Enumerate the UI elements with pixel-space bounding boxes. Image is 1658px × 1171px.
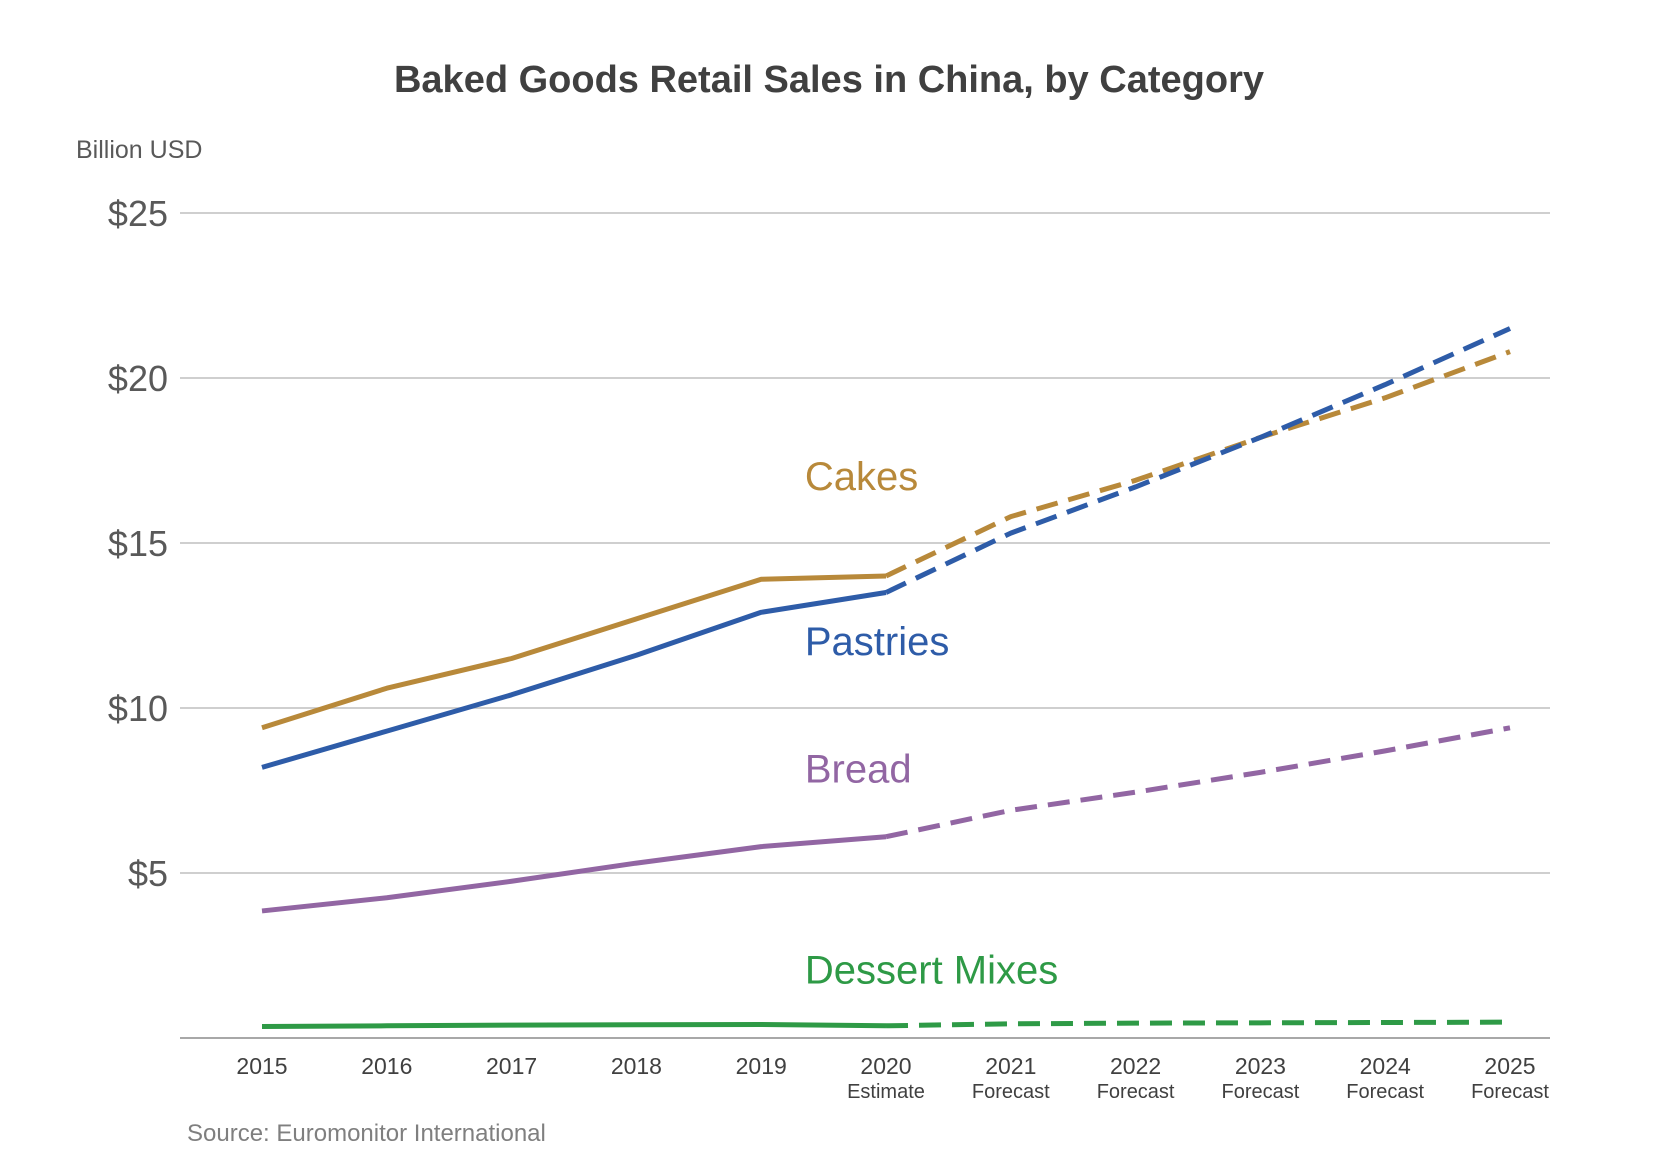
y-tick-label: $5 <box>128 853 168 894</box>
y-axis-unit-label: Billion USD <box>76 136 202 164</box>
x-tick-sublabel: Forecast <box>1471 1081 1549 1103</box>
y-tick-label: $25 <box>108 193 168 234</box>
y-tick-label: $10 <box>108 688 168 729</box>
x-tick-label: 2017 <box>486 1053 537 1079</box>
x-tick-label: 2024 <box>1360 1053 1411 1079</box>
x-tick-label: 2025 <box>1484 1053 1535 1079</box>
series-labels: Cakes Pastries Bread Dessert Mixes <box>805 455 1058 992</box>
x-tick-label: 2021 <box>985 1053 1036 1079</box>
x-tick-label: 2016 <box>361 1053 412 1079</box>
series-line-bread-forecast <box>885 725 1511 840</box>
series-line-dessert-mixes-actual <box>261 1021 887 1029</box>
gridlines <box>180 212 1550 1039</box>
x-tick-sublabel: Forecast <box>972 1081 1050 1103</box>
x-tick-label: 2023 <box>1235 1053 1286 1079</box>
chart-title: Baked Goods Retail Sales in China, by Ca… <box>394 59 1264 101</box>
series-line-cakes-forecast <box>884 349 1511 579</box>
x-tick-label: 2015 <box>236 1053 287 1079</box>
x-tick-sublabel: Forecast <box>1346 1081 1424 1103</box>
y-tick-label: $20 <box>108 358 168 399</box>
series-line-pastries-actual <box>261 590 887 770</box>
x-axis-ticks: 2015 2016 2017 2018 2019 2020Estimate2021Fore… <box>236 1053 1549 1103</box>
series-line-pastries-forecast <box>884 326 1512 595</box>
x-tick-sublabel: Estimate <box>847 1081 925 1103</box>
y-axis-ticks: $25 $20 $15 $10 $5 <box>108 193 168 894</box>
series-line-dessert-mixes-forecast <box>885 1019 1511 1029</box>
source-note: Source: Euromonitor International <box>187 1120 546 1147</box>
series-label-dessert-mixes: Dessert Mixes <box>805 949 1058 993</box>
x-tick-label: 2018 <box>611 1053 662 1079</box>
x-tick-sublabel: Forecast <box>1221 1081 1299 1103</box>
series-line-cakes-actual <box>261 573 887 731</box>
x-tick-label: 2019 <box>736 1053 787 1079</box>
series-lines <box>261 326 1512 1029</box>
series-line-bread-actual <box>261 834 887 914</box>
x-tick-sublabel: Forecast <box>1097 1081 1175 1103</box>
series-label-bread: Bread <box>805 747 912 791</box>
series-label-cakes: Cakes <box>805 455 918 499</box>
x-tick-label: 2022 <box>1110 1053 1161 1079</box>
series-label-pastries: Pastries <box>805 620 950 664</box>
x-tick-label: 2020 <box>860 1053 911 1079</box>
y-tick-label: $15 <box>108 523 168 564</box>
